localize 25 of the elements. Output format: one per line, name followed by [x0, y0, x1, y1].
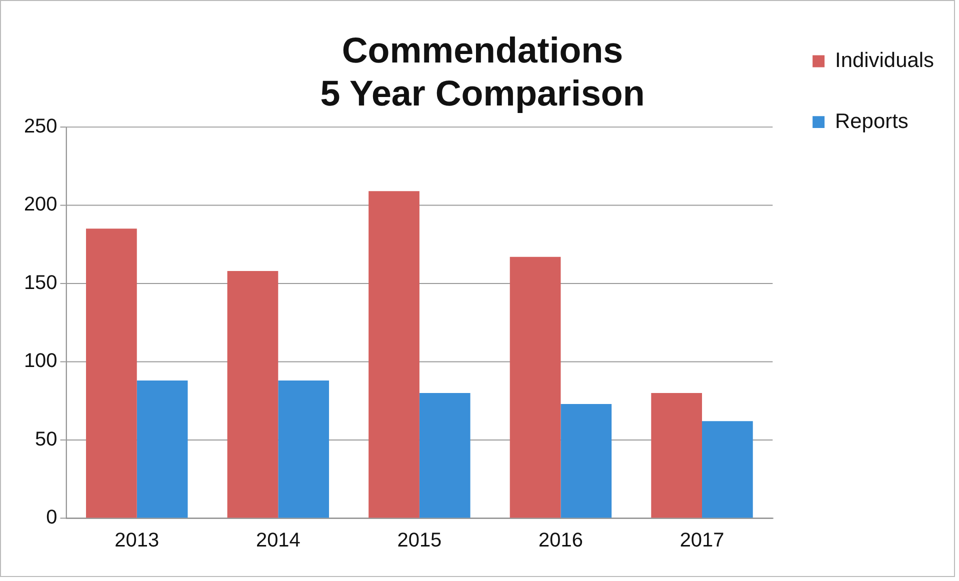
y-tick-label: 0 [46, 506, 58, 529]
y-tick-label: 150 [24, 272, 58, 294]
bar [227, 270, 278, 518]
y-tick-label: 250 [24, 115, 58, 138]
bar [702, 421, 753, 518]
y-tick-label: 50 [35, 428, 58, 450]
legend-label: Reports [835, 110, 908, 133]
y-tick-label: 200 [24, 194, 58, 216]
bar [419, 393, 470, 518]
x-tick-label: 2013 [114, 530, 160, 552]
bar [510, 256, 561, 518]
bar [368, 191, 420, 518]
bar [651, 393, 702, 518]
y-tick-label: 100 [24, 350, 58, 372]
bar [278, 380, 330, 518]
x-tick-label: 2017 [680, 530, 724, 552]
x-tick-label: 2016 [538, 530, 583, 552]
text: 5 Year Comparison [320, 73, 645, 114]
bar [136, 380, 188, 518]
legend-label: Individuals [835, 49, 934, 72]
x-tick-label: 2014 [256, 530, 300, 552]
bar [560, 404, 612, 518]
bar [86, 228, 137, 518]
x-tick-label: 2015 [397, 530, 442, 552]
text: Commendations [342, 30, 624, 70]
